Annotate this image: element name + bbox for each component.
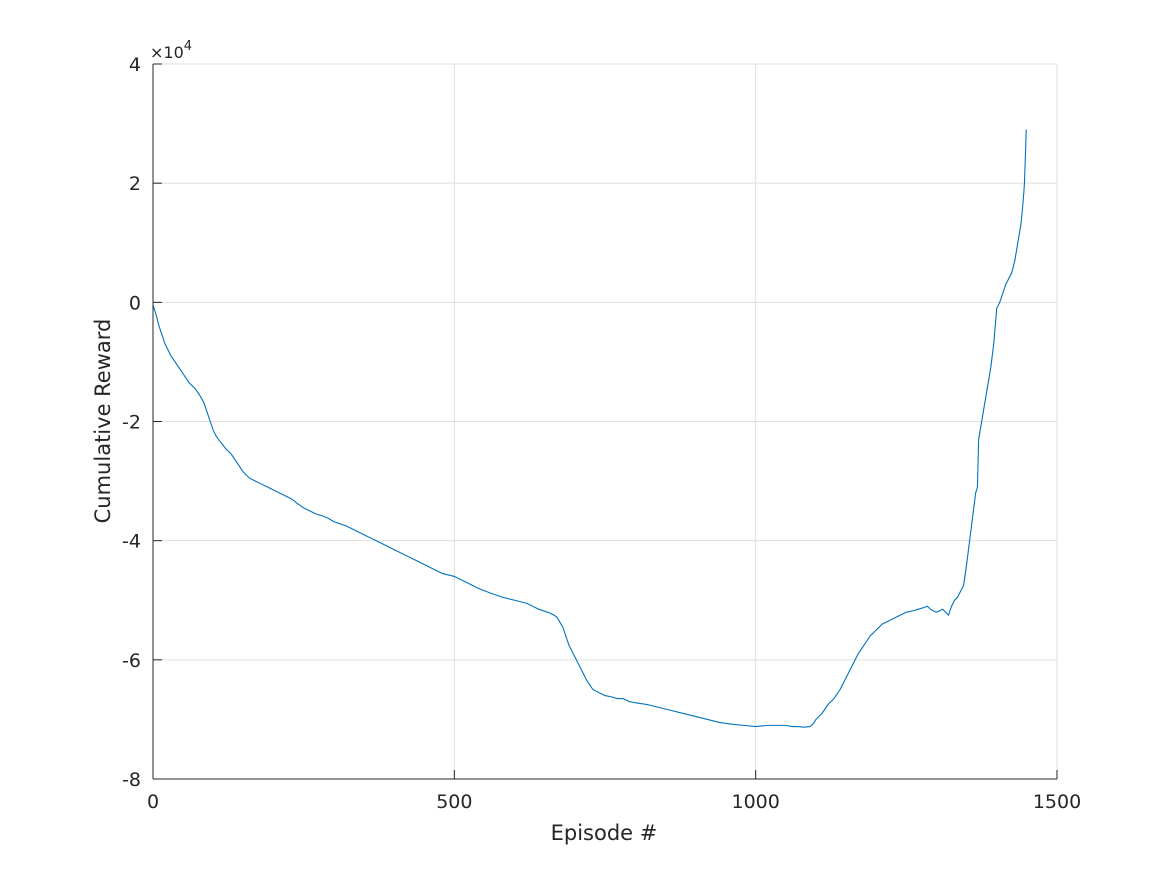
- x-tick-label: 1500: [1033, 791, 1081, 813]
- y-tick-label: -2: [122, 412, 141, 434]
- x-tick-label: 0: [147, 791, 159, 813]
- cumulative-reward-line: [152, 129, 1027, 728]
- x-tick-label: 500: [436, 791, 472, 813]
- axes: [152, 63, 1058, 780]
- x-tick-label: 1000: [731, 791, 779, 813]
- grid-lines: [152, 63, 1058, 780]
- y-tick-label: -8: [122, 769, 141, 791]
- y-axis-multiplier: ×104: [150, 39, 192, 62]
- tick-labels: 0 500 1000 1500 -8 -6 -4 -2 0 2 4: [122, 54, 1081, 813]
- y-tick-label: 4: [129, 54, 141, 76]
- y-tick-label: 0: [129, 292, 141, 314]
- y-tick-label: -4: [122, 531, 141, 553]
- y-tick-label: -6: [122, 650, 141, 672]
- x-axis-label: Episode #: [551, 821, 658, 845]
- y-axis-label: Cumulative Reward: [91, 319, 115, 524]
- y-tick-label: 2: [129, 173, 141, 195]
